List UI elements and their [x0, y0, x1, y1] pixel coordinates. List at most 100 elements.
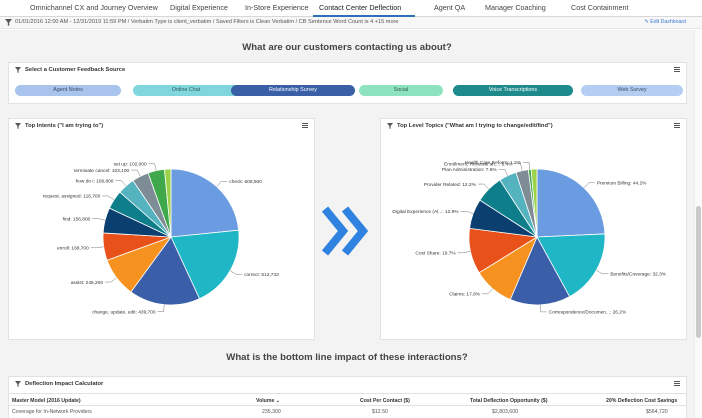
- pie-slice-correct[interactable]: [170, 229, 240, 300]
- pie-label-connector: [157, 304, 165, 312]
- column-header-cost-per-contact[interactable]: Cost Per Contact ($): [360, 398, 410, 404]
- pie-label-connector: [498, 169, 508, 176]
- top-topics-panel: Top Level Topics ("What am I trying to c…: [380, 118, 687, 340]
- pie-label-connector: [540, 304, 547, 313]
- column-header-total-deflection[interactable]: Total Deflection Opportunity ($): [470, 398, 548, 404]
- pie-data-label: Plan Administration: 7.6%: [442, 167, 497, 173]
- double-chevron-right-icon: [322, 206, 369, 256]
- column-header-cost-savings[interactable]: 20% Deflection Cost Savings: [606, 398, 678, 404]
- pie-label-connector: [216, 181, 228, 187]
- table-cell-total-deflection: $2,803,600: [492, 409, 518, 415]
- pie-label-connector: [482, 288, 493, 295]
- pie-data-label: Correspondence/Documen...: 26.2%: [549, 310, 627, 316]
- pie-slice-premium-billing[interactable]: [536, 168, 606, 238]
- pie-label-connector: [477, 183, 490, 190]
- pie-slice-correspondence-documen[interactable]: [509, 236, 571, 306]
- pie-data-label: Cost Share: 19.7%: [415, 251, 456, 257]
- volume-header-label: Volume: [256, 398, 275, 404]
- top-topics-title: Top Level Topics ("What am I trying to c…: [397, 123, 553, 129]
- tab-agent-qa[interactable]: Agent QA: [434, 3, 466, 12]
- pie-label-connector: [522, 162, 530, 170]
- pie-label-connector: [90, 246, 104, 249]
- pie-data-label: Digital Experience (Al...: 12.9%: [392, 209, 459, 215]
- hamburger-menu-icon[interactable]: [302, 123, 308, 128]
- feedback-source-pill[interactable]: Agent Notes: [15, 85, 121, 96]
- pie-label-connector: [514, 163, 523, 171]
- table-cell-volume: 235,300: [262, 409, 281, 415]
- scrollbar-thumb[interactable]: [696, 206, 701, 338]
- filter-icon[interactable]: [5, 19, 12, 26]
- pie-data-label: enroll: 168,700: [57, 246, 89, 252]
- column-header-master-model[interactable]: Master Model (2016 Update): [12, 398, 81, 404]
- feedback-source-pill[interactable]: Online Chat: [133, 85, 239, 96]
- pie-label-connector: [583, 182, 595, 189]
- pie-data-label: set up: 102,000: [114, 162, 147, 168]
- pie-data-label: find: 156,800: [63, 216, 91, 222]
- pie-data-label: Health Care Reform: 1.2%: [465, 160, 522, 166]
- pie-label-connector: [131, 169, 141, 177]
- table-cell-cost-savings: $564,720: [646, 409, 668, 415]
- feedback-source-pill[interactable]: Voice Transcriptions: [453, 85, 573, 96]
- pie-data-label: Provider Related: 12.2%: [424, 182, 477, 188]
- top-intents-panel: Top Intents ("I am trying to") check: 60…: [8, 118, 315, 340]
- table-divider: [8, 405, 687, 406]
- feedback-source-pill[interactable]: Relationship Survey: [231, 85, 355, 96]
- feedback-source-pill[interactable]: Web Survey: [581, 85, 683, 96]
- tab-manager-coaching[interactable]: Manager Coaching: [485, 3, 546, 12]
- table-divider: [8, 393, 687, 394]
- pie-label-connector: [457, 251, 471, 254]
- filter-icon[interactable]: [15, 123, 21, 129]
- tab-digital-experience[interactable]: Digital Experience: [170, 3, 228, 12]
- feedback-source-panel: Select a Customer Feedback Source Agent …: [8, 62, 687, 104]
- applied-filters-text[interactable]: 01/01/2016 12:00 AM - 12/31/2019 11:59 P…: [15, 19, 399, 25]
- pie-label-connector: [105, 277, 117, 283]
- top-intents-pie-chart[interactable]: check: 608,500 correct: 512,733 change, up…: [9, 135, 316, 339]
- edit-dashboard-label: Edit Dashboard: [650, 19, 686, 25]
- sort-down-icon[interactable]: ⌄: [275, 398, 281, 404]
- hamburger-menu-icon[interactable]: [674, 123, 680, 128]
- feedback-source-title: Select a Customer Feedback Source: [25, 67, 126, 73]
- filter-icon[interactable]: [15, 381, 21, 387]
- column-header-volume[interactable]: Volume ⌄: [256, 398, 280, 404]
- pie-data-label: Benefits/Coverage: 32.3%: [610, 272, 666, 278]
- pie-data-label: Premium Billing: 44.2%: [597, 181, 647, 187]
- tab-cost-containment[interactable]: Cost Containment: [571, 3, 629, 12]
- pie-label-connector: [229, 270, 243, 275]
- pie-data-label: change, update, edit: 439,700: [92, 309, 156, 315]
- customers-section-heading: What are our customers contacting us abo…: [242, 42, 452, 53]
- pie-label-connector: [92, 218, 106, 221]
- tab-in-store-experience[interactable]: In-Store Experience: [245, 3, 309, 12]
- dashboard-tab-bar: Omnichannel CX and Journey Overview Digi…: [0, 0, 702, 17]
- filter-icon[interactable]: [387, 123, 393, 129]
- pie-data-label: assist: 245,200: [71, 280, 104, 286]
- pie-data-label: request, assigned: 116,700: [43, 194, 101, 200]
- pie-label-connector: [148, 163, 157, 171]
- pie-slice-other[interactable]: [164, 168, 172, 238]
- pie-data-label: Enrollment, Renewal an...: 5.4%: [444, 162, 513, 168]
- hamburger-menu-icon[interactable]: [674, 67, 680, 72]
- edit-dashboard-link[interactable]: ✎ Edit Dashboard: [644, 19, 686, 25]
- tab-contact-center-deflection[interactable]: Contact Center Deflection: [319, 3, 402, 12]
- pie-data-label: check: 608,500: [229, 179, 262, 185]
- hamburger-menu-icon[interactable]: [674, 381, 680, 386]
- top-topics-pie-chart[interactable]: Premium Billing: 44.2% Benefits/Coverage:…: [381, 135, 688, 339]
- table-row-label: Coverage for In-Network Providers: [12, 409, 92, 415]
- active-tab-indicator: [313, 15, 415, 17]
- filter-bar: 01/01/2016 12:00 AM - 12/31/2019 11:59 P…: [0, 17, 702, 29]
- pie-slice-other[interactable]: [530, 168, 538, 238]
- filter-icon[interactable]: [15, 67, 21, 73]
- feedback-source-pill[interactable]: Social: [359, 85, 443, 96]
- pie-data-label: Claims: 17.8%: [449, 292, 481, 298]
- top-intents-title: Top Intents ("I am trying to"): [25, 123, 104, 129]
- pie-slice-check[interactable]: [170, 168, 240, 238]
- pie-slice-change-update-edit[interactable]: [130, 236, 201, 306]
- table-cell-cost-per-contact: $12.50: [372, 409, 388, 415]
- deflection-calculator-title: Deflection Impact Calculator: [25, 381, 104, 387]
- pie-label-connector: [460, 211, 474, 214]
- pie-data-label: correct: 512,733: [244, 272, 279, 278]
- tab-omnichannel-overview[interactable]: Omnichannel CX and Journey Overview: [30, 3, 158, 12]
- pie-label-connector: [115, 180, 127, 187]
- pie-data-label: terminate cancel: 103,100: [74, 168, 130, 174]
- bottom-line-section-heading: What is the bottom line impact of these …: [226, 352, 468, 363]
- deflection-calculator-panel: Deflection Impact Calculator: [8, 376, 687, 418]
